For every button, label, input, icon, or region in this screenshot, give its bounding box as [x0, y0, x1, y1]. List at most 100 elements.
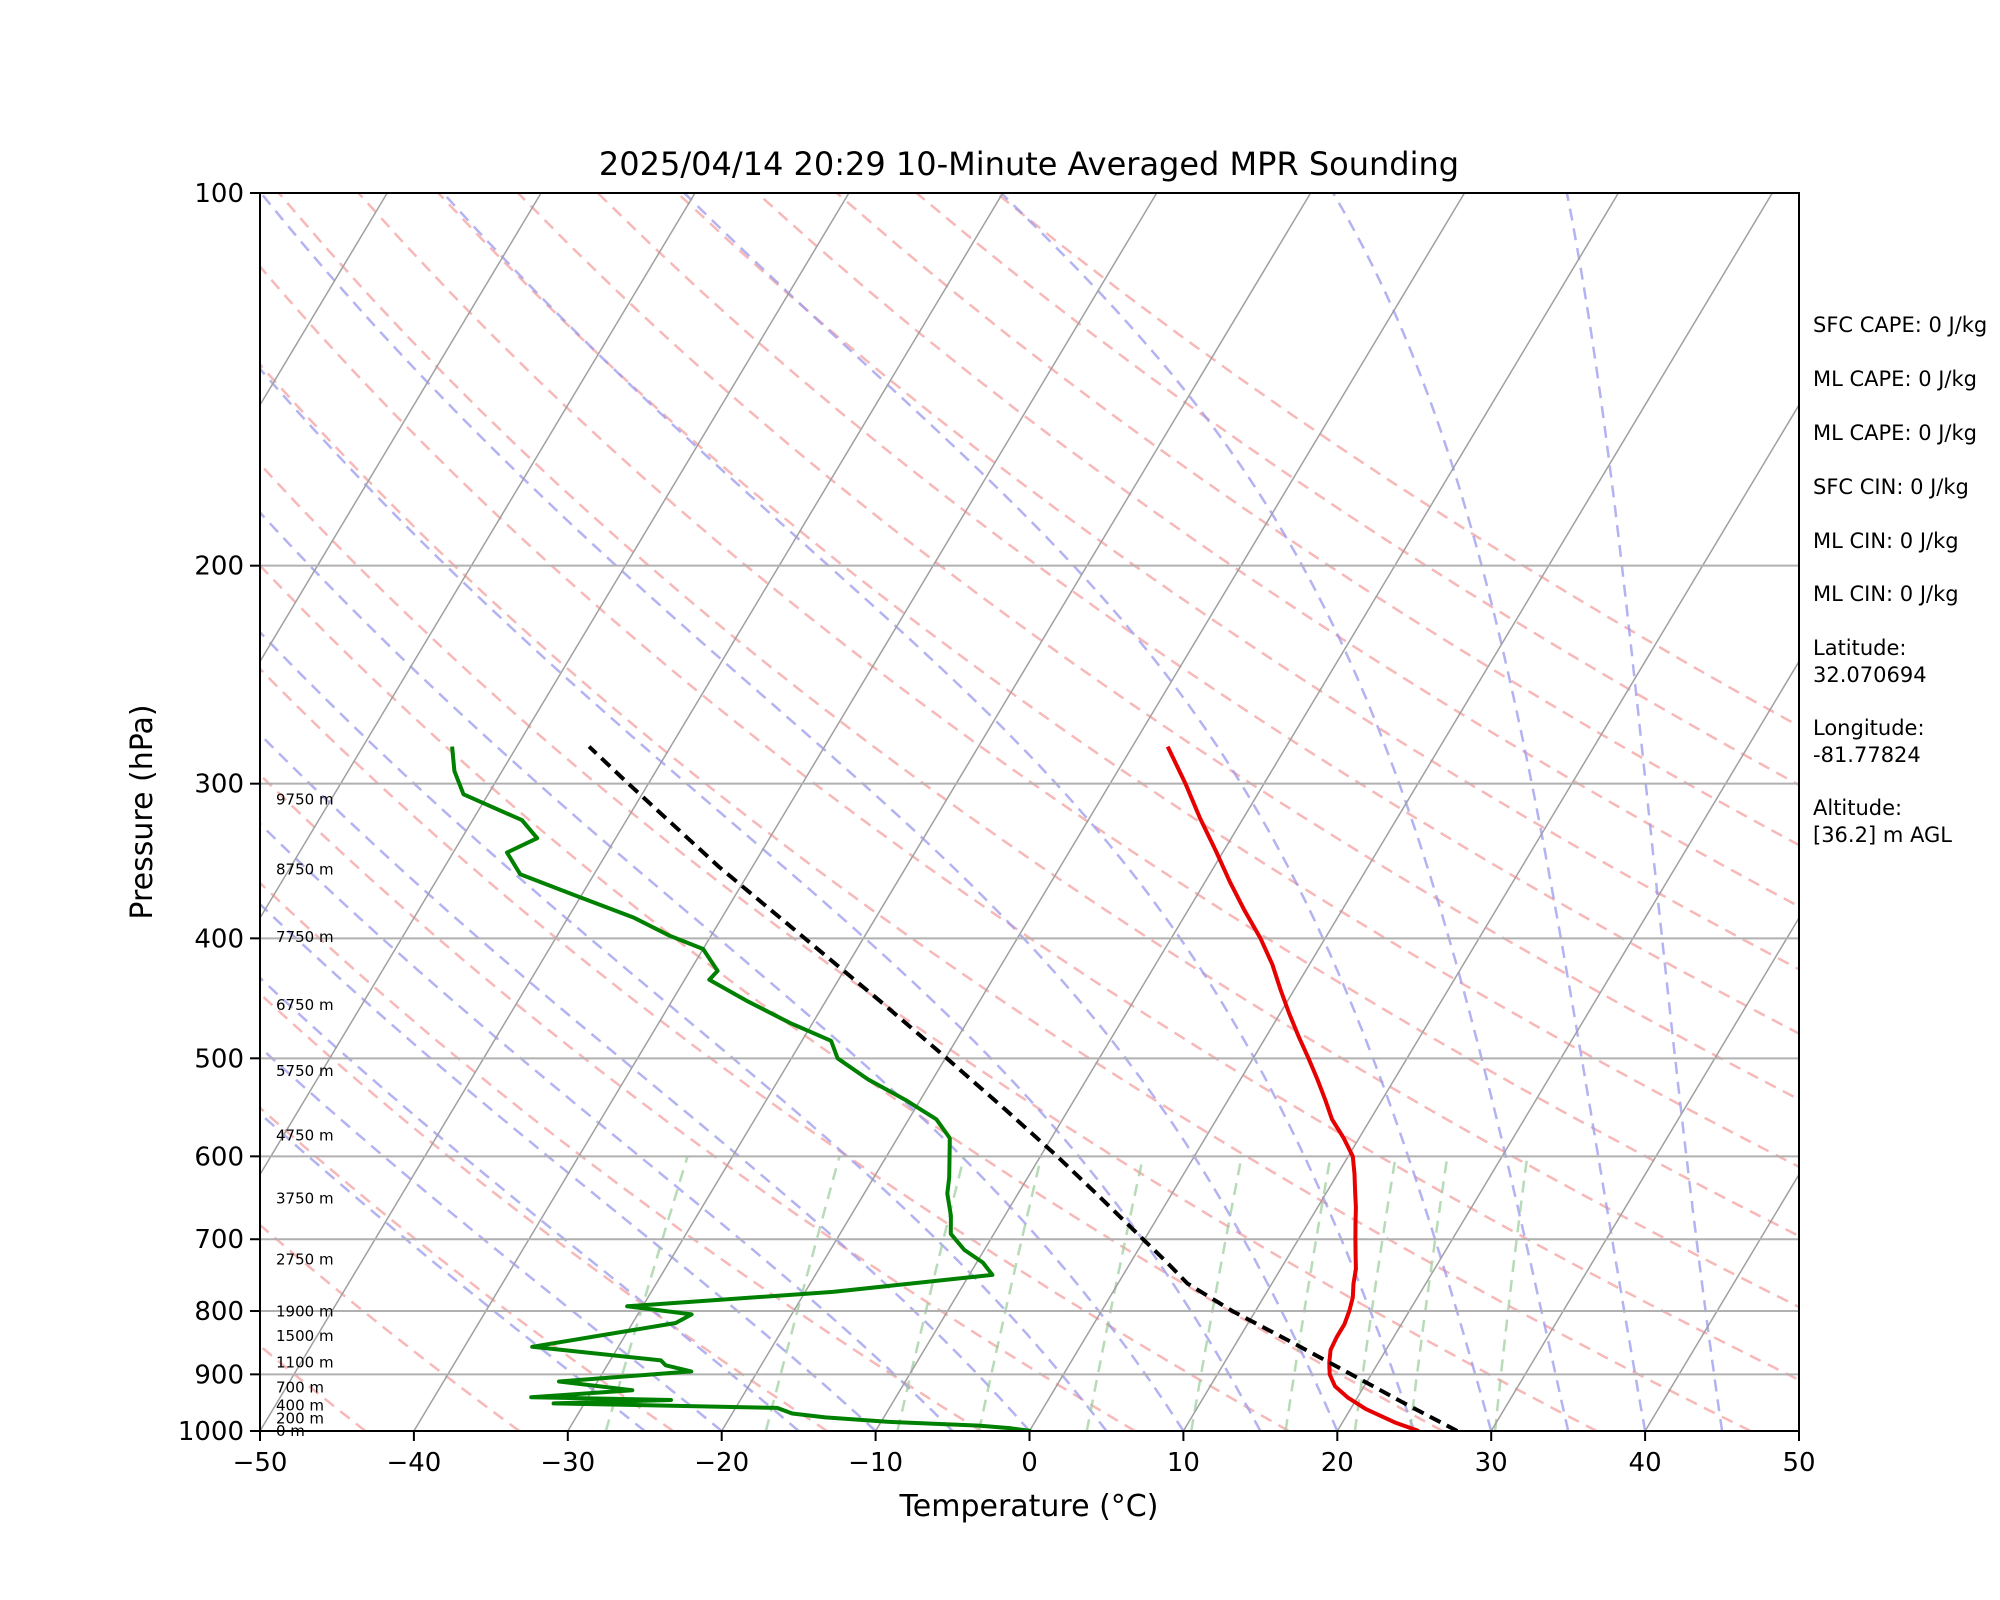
isotherm — [1182, 403, 1799, 1431]
isotherm — [260, 193, 542, 663]
moist-adiabat — [442, 193, 1416, 1431]
dry-adiabat — [260, 667, 1290, 1431]
height-label: 0 m — [276, 1422, 305, 1440]
dewpoint-line — [450, 746, 1032, 1431]
isotherm — [260, 193, 696, 920]
mixing-ratio-line — [1085, 1156, 1145, 1431]
stats-entry: ML CAPE: 0 J/kg — [1813, 421, 1977, 445]
moist-adiabat — [260, 630, 1108, 1431]
x-tick-label: 40 — [1629, 1448, 1662, 1478]
y-tick-label: 100 — [194, 179, 244, 209]
series-group — [450, 745, 1459, 1431]
dry-adiabat — [277, 193, 1799, 1309]
dry-adiabat — [260, 881, 982, 1431]
y-tick-label: 200 — [194, 552, 244, 582]
stats-entry: ML CIN: 0 J/kg — [1813, 582, 1959, 606]
x-tick-label: −40 — [386, 1448, 441, 1478]
moist-adiabat — [1565, 193, 1724, 1431]
dry-adiabat — [260, 264, 1799, 1382]
temperature-line — [1165, 745, 1420, 1431]
height-label: 7750 m — [276, 928, 334, 946]
plot-frame — [259, 192, 1800, 1432]
isotherm — [413, 193, 1158, 1431]
height-label: 9750 m — [276, 791, 334, 809]
x-tick-label: −20 — [694, 1448, 749, 1478]
parcel-path-line — [587, 745, 1459, 1431]
height-label: 4750 m — [276, 1126, 334, 1144]
isotherm — [567, 193, 1312, 1431]
y-tick-label: 800 — [194, 1297, 244, 1327]
background-lines — [0, 193, 1799, 1431]
moist-adiabat — [260, 902, 877, 1431]
mixing-ratio-line — [1353, 1156, 1397, 1431]
stats-entry: ML CIN: 0 J/kg — [1813, 529, 1959, 553]
isotherm — [260, 193, 850, 1176]
isotherm — [0, 193, 79, 1431]
y-axis: 100 200 300 400 500 600 700 800 900 1000 — [178, 179, 260, 1447]
height-label: 5750 m — [276, 1062, 334, 1080]
isotherm — [1644, 1173, 1799, 1431]
moist-adiabat — [260, 822, 954, 1431]
dry-adiabat — [260, 362, 1752, 1431]
isotherm — [1336, 660, 1799, 1431]
dry-adiabat — [676, 193, 1799, 971]
stats-panel: SFC CAPE: 0 J/kg ML CAPE: 0 J/kg ML CAPE: … — [1813, 313, 1987, 847]
x-tick-label: −30 — [540, 1448, 595, 1478]
stats-entry: Longitude: -81.77824 — [1813, 716, 1925, 767]
height-label: 1900 m — [276, 1303, 334, 1321]
height-label: 1100 m — [276, 1353, 334, 1371]
moist-adiabat — [260, 193, 1339, 1431]
dry-adiabat — [260, 563, 1444, 1431]
moist-adiabat — [260, 510, 1185, 1431]
height-label: 1500 m — [276, 1327, 334, 1345]
x-tick-label: −50 — [233, 1448, 288, 1478]
height-label: 2750 m — [276, 1251, 334, 1269]
moist-adiabat — [260, 1045, 723, 1431]
height-label: 6750 m — [276, 996, 334, 1014]
isotherm — [260, 193, 1004, 1431]
dry-adiabat — [260, 1223, 521, 1431]
x-tick-label: −10 — [848, 1448, 903, 1478]
x-tick-label: 50 — [1782, 1448, 1815, 1478]
dry-adiabat — [260, 1344, 367, 1431]
stats-entry: ML CAPE: 0 J/kg — [1813, 367, 1977, 391]
dry-adiabat — [437, 193, 1799, 1169]
y-tick-label: 700 — [194, 1225, 244, 1255]
mixing-ratio-line — [1408, 1156, 1449, 1431]
dry-adiabat — [260, 462, 1598, 1431]
dry-adiabat — [835, 193, 1799, 847]
height-label: 8750 m — [276, 861, 334, 879]
y-tick-label: 500 — [194, 1044, 244, 1074]
stats-entry: Latitude: 32.070694 — [1813, 636, 1927, 687]
moist-adiabat — [1000, 193, 1570, 1431]
dry-adiabat — [357, 193, 1799, 1238]
y-tick-label: 600 — [194, 1142, 244, 1172]
x-tick-label: 30 — [1475, 1448, 1508, 1478]
dry-adiabat — [915, 193, 1799, 787]
height-label: 400 m — [276, 1397, 324, 1415]
x-tick-label: 10 — [1167, 1448, 1200, 1478]
moist-adiabat — [683, 193, 1493, 1431]
moist-adiabat — [260, 1111, 646, 1431]
dry-adiabat — [596, 193, 1799, 1035]
dry-adiabat — [260, 992, 828, 1431]
y-tick-label: 400 — [194, 924, 244, 954]
y-tick-label: 300 — [194, 770, 244, 800]
x-tick-label: 0 — [1021, 1448, 1038, 1478]
mixing-ratio-line — [1493, 1156, 1529, 1431]
moist-adiabat — [260, 976, 800, 1431]
x-axis: −50 −40 −30 −20 −10 0 10 20 30 40 50 — [233, 1431, 1816, 1478]
y-axis-label: Pressure (hPa) — [125, 704, 160, 919]
stats-entry: SFC CIN: 0 J/kg — [1813, 475, 1969, 499]
isotherm — [1028, 193, 1773, 1431]
stats-entry: SFC CAPE: 0 J/kg — [1813, 313, 1987, 337]
y-tick-label: 1000 — [178, 1417, 244, 1447]
stats-entry: Altitude: [36.2] m AGL — [1813, 796, 1952, 847]
dry-adiabat — [517, 193, 1799, 1101]
height-label: 700 m — [276, 1378, 324, 1396]
height-label: 3750 m — [276, 1190, 334, 1208]
height-label: 200 m — [276, 1409, 324, 1427]
isotherm — [1490, 916, 1799, 1431]
